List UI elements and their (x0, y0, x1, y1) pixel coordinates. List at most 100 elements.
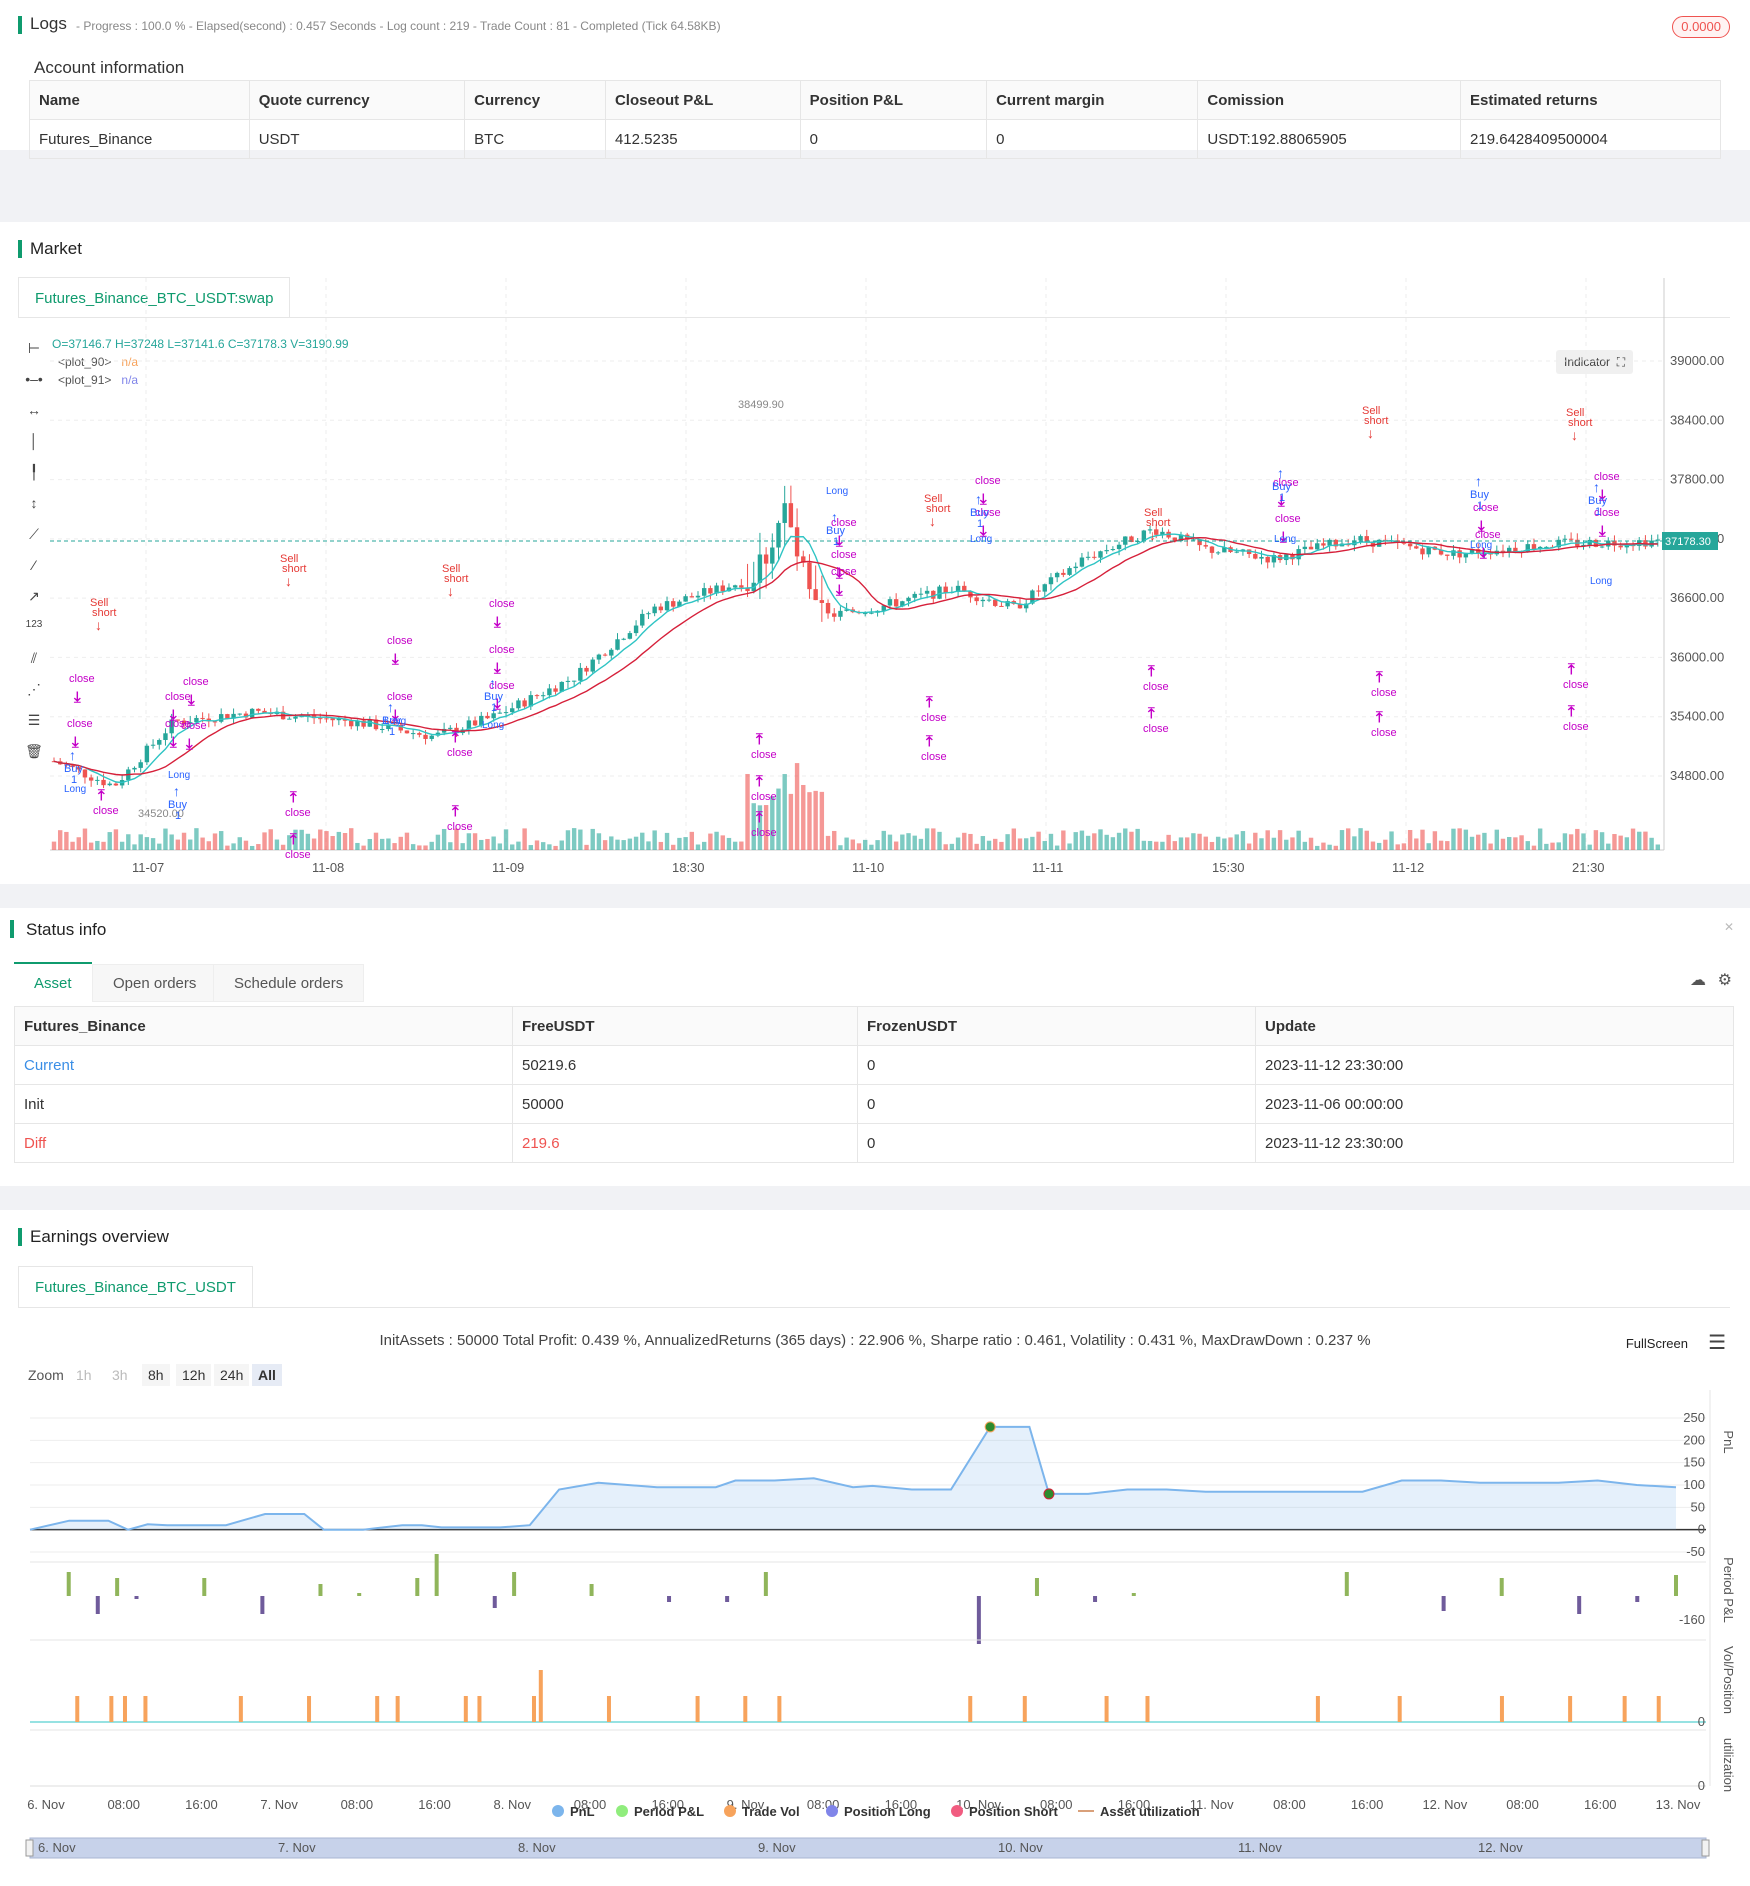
legend-short[interactable]: Position Short (951, 1804, 1058, 1819)
gann-icon[interactable]: ☰ (27, 712, 41, 728)
legend-long[interactable]: Position Long (826, 1804, 931, 1819)
tab-asset[interactable]: Asset (14, 962, 92, 1002)
volume-bar (1166, 834, 1171, 850)
zoom-24h[interactable]: 24h (214, 1364, 250, 1386)
candle-body (974, 597, 979, 602)
tab-open-orders[interactable]: Open orders (92, 964, 218, 1002)
zoom-3h[interactable]: 3h (112, 1367, 128, 1383)
trash-icon[interactable]: 🗑 (25, 743, 43, 759)
settings-gear-icon[interactable]: ⚙ (1717, 972, 1732, 989)
zoom-8h[interactable]: 8h (142, 1364, 170, 1386)
close-up-arrow-icon: ⤒ (451, 803, 459, 820)
close-down-arrow-icon: ⤓ (835, 533, 843, 550)
vertical-ray-icon[interactable]: ╿ (29, 464, 39, 480)
vertical-line-icon[interactable]: │ (29, 433, 39, 449)
download-icon[interactable]: ☁ (1690, 972, 1706, 989)
long-marker-label: Long (1470, 540, 1492, 551)
volume-bar (1637, 831, 1642, 850)
close-marker-label: close (93, 805, 119, 817)
extended-line-icon[interactable]: ⁄ (32, 557, 36, 573)
volume-bar (776, 788, 781, 850)
pane-axis-title: Vol/Position (1721, 1646, 1736, 1714)
drawing-toolbar: ⊢ •–• ↔ │ ╿ ↕ ⟋ ⁄ ↗ 123 ⫽ ⋰ ☰ 🗑 (22, 340, 46, 774)
volume-bar (231, 843, 236, 850)
volume-bar (949, 843, 955, 850)
candle-body (386, 724, 391, 729)
legend-pnl[interactable]: PnL (552, 1804, 595, 1819)
candle-body (881, 605, 886, 611)
trade-vol-bar (538, 1670, 543, 1722)
candle-body (627, 633, 633, 639)
table-row: Init 50000 0 2023-11-06 00:00:00 (14, 1084, 1734, 1124)
arrow-line-icon[interactable]: ↗ (28, 588, 40, 604)
buy-qty-label: 1 (389, 726, 395, 738)
price-label-icon[interactable]: 123 (25, 619, 43, 630)
earnings-tab[interactable]: Futures_Binance_BTC_USDT (18, 1266, 253, 1307)
volume-bar (677, 837, 682, 850)
candle-body (243, 713, 249, 718)
candle-body (1500, 550, 1506, 553)
candle-body (516, 700, 521, 709)
trend-line-icon[interactable]: ⟋ (29, 526, 39, 542)
legend-period[interactable]: Period P&L (616, 1804, 704, 1819)
candle-body (1178, 534, 1184, 542)
period-pnl-bar (115, 1578, 120, 1596)
legend-utilization[interactable]: Asset utilization (1078, 1804, 1200, 1819)
volume-bar (924, 828, 930, 850)
period-pnl-bar (415, 1578, 420, 1596)
volume-bar (571, 828, 577, 850)
candle-body (1017, 603, 1023, 609)
x-tick-label: 16:00 (185, 1797, 218, 1812)
pane-axis-title: Period P&L (1721, 1557, 1736, 1623)
close-marker-label: close (975, 507, 1001, 519)
vertical-segment-icon[interactable]: ↕ (30, 495, 38, 511)
cell: 219.6 (512, 1123, 858, 1163)
candlestick-chart[interactable]: 39000.0038400.0037800.0037200.0036600.00… (0, 222, 1750, 884)
zoom-1h[interactable]: 1h (76, 1367, 92, 1383)
close-down-arrow-icon: ⤓ (1598, 523, 1606, 540)
crosshair-tool-icon[interactable]: ⊢ (27, 340, 41, 356)
row-label-current[interactable]: Current (14, 1045, 513, 1085)
expand-icon[interactable]: ⛶ (1616, 355, 1626, 369)
ray-tool-icon[interactable]: •–• (25, 371, 43, 387)
candle-body (466, 720, 472, 730)
volume-bar (1265, 830, 1270, 850)
parallel-channel-icon[interactable]: ⫽ (30, 650, 38, 666)
horizontal-line-icon[interactable]: ↔ (27, 402, 41, 418)
candle-body (664, 601, 670, 611)
fullscreen-button[interactable]: FullScreen (1625, 1336, 1688, 1351)
close-marker-label: close (921, 751, 947, 763)
zoom-12h[interactable]: 12h (176, 1364, 212, 1386)
volume-bar (757, 805, 763, 850)
close-marker-label: close (489, 644, 515, 656)
slow-ma-line (53, 536, 1658, 776)
navigator-left-handle (25, 1839, 34, 1857)
x-tick-label: 21:30 (1572, 860, 1605, 875)
candle-body (1123, 536, 1128, 545)
candle-body (782, 503, 787, 523)
volume-bar (479, 839, 484, 850)
volume-bar (256, 844, 261, 850)
zoom-all[interactable]: All (252, 1364, 282, 1386)
collapse-icon[interactable]: ✕ (1723, 920, 1734, 934)
candle-body (479, 715, 484, 726)
volume-bar (1469, 836, 1475, 850)
fib-icon[interactable]: ⋰ (27, 681, 41, 697)
volume-bar (1655, 844, 1661, 850)
indicator-button[interactable]: Indicator ⛶ (1556, 350, 1634, 374)
market-tab[interactable]: Futures_Binance_BTC_USDT:swap (18, 277, 291, 318)
volume-bar (1568, 834, 1574, 850)
tab-divider (18, 317, 1730, 318)
legend-trade-vol[interactable]: Trade Vol (724, 1804, 800, 1819)
navigator-right-handle (1701, 1839, 1710, 1857)
candle-body (1506, 547, 1512, 553)
earnings-chart[interactable]: 250 200 150 100 50 0 -50 -160 0 0 PnL Period P&L Vol… (0, 1390, 1750, 1886)
candle-body (1290, 554, 1295, 560)
tab-schedule-orders[interactable]: Schedule orders (213, 964, 365, 1002)
vol-tick-label: 0 (1698, 1714, 1705, 1729)
menu-icon[interactable]: ☰ (1708, 1332, 1726, 1354)
volume-bar (386, 838, 391, 850)
candle-body (225, 714, 230, 719)
candle-body (330, 718, 335, 721)
candle-body (633, 625, 639, 634)
